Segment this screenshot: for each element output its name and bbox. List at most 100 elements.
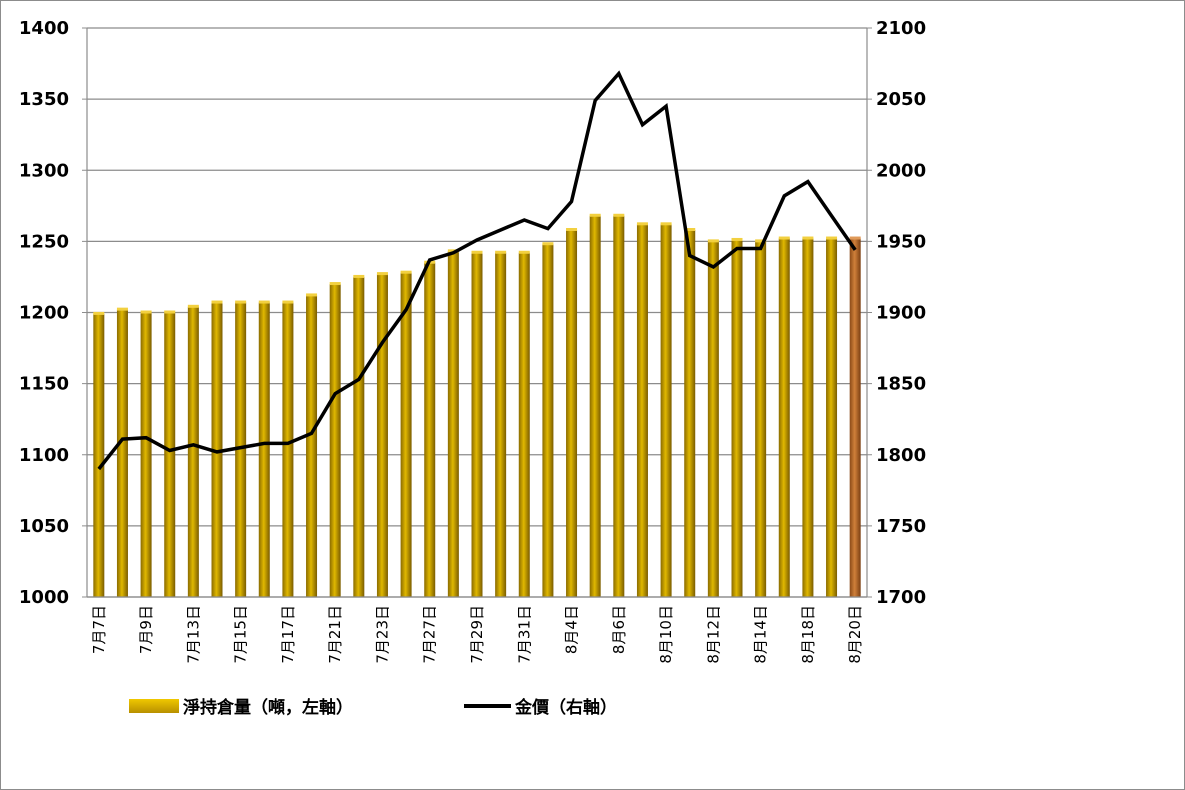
- x-tick-label-7月29日: 7月29日: [468, 605, 486, 664]
- bar-7月30日: [495, 252, 507, 597]
- bar-cap-7月16日: [258, 300, 270, 304]
- bar-8月14日: [755, 241, 767, 597]
- bar-7月9日: [140, 312, 152, 597]
- bar-cap-7月22日: [353, 274, 365, 278]
- y-right-tick-label-2000: 2000: [876, 160, 926, 181]
- bar-8月20日: [849, 238, 861, 597]
- x-tick-label-8月6日: 8月6日: [610, 605, 628, 654]
- axes: [82, 27, 872, 598]
- bar-7月7日: [93, 313, 105, 597]
- bar-cap-8月10日: [660, 222, 672, 226]
- bar-8月13日: [731, 239, 743, 597]
- bar-cap-7月20日: [306, 293, 318, 297]
- bar-7月8日: [116, 309, 128, 597]
- legend-swatch-bar: [129, 699, 179, 713]
- x-tick-label-8月4日: 8月4日: [563, 605, 581, 654]
- bar-7月10日: [164, 312, 176, 597]
- bar-cap-8月3日: [542, 242, 554, 246]
- x-tick-label-7月27日: 7月27日: [421, 605, 439, 664]
- y-right-tick-label-1900: 1900: [876, 303, 926, 324]
- bars-series-net-holdings: [93, 213, 861, 597]
- x-tick-label-7月9日: 7月9日: [137, 605, 155, 654]
- bar-8月12日: [707, 241, 719, 597]
- x-tick-label-8月12日: 8月12日: [704, 605, 722, 664]
- bar-cap-7月29日: [471, 250, 483, 254]
- bar-7月21日: [329, 284, 341, 597]
- bar-8月4日: [566, 229, 578, 597]
- x-tick-label-7月31日: 7月31日: [515, 605, 533, 664]
- bar-7月27日: [424, 262, 436, 597]
- bar-8月11日: [684, 229, 696, 597]
- y-left-tick-label-1000: 1000: [19, 587, 69, 608]
- y-left-tick-label-1050: 1050: [19, 516, 69, 537]
- bar-cap-7月8日: [116, 307, 128, 311]
- gold-price-line: [97, 70, 857, 471]
- bar-cap-7月10日: [164, 310, 176, 314]
- bar-cap-8月12日: [707, 239, 719, 243]
- bar-7月13日: [187, 306, 199, 597]
- bar-8月6日: [613, 215, 625, 597]
- y-right-tick-label-1950: 1950: [876, 231, 926, 252]
- y-left-tick-label-1300: 1300: [19, 160, 69, 181]
- x-tick-label-7月15日: 7月15日: [232, 605, 250, 664]
- y-left-tick-label-1350: 1350: [19, 89, 69, 110]
- bar-cap-7月15日: [235, 300, 247, 304]
- bar-cap-7月7日: [93, 311, 105, 315]
- bar-8月17日: [778, 238, 790, 597]
- bar-cap-7月31日: [518, 250, 530, 254]
- y-right-tick-label-1700: 1700: [876, 587, 926, 608]
- bar-cap-8月4日: [566, 227, 578, 231]
- line-series-gold-price: [97, 70, 857, 471]
- y-left-tick-label-1400: 1400: [19, 18, 69, 39]
- x-tick-label-7月21日: 7月21日: [326, 605, 344, 664]
- bar-8月10日: [660, 224, 672, 597]
- bar-cap-7月23日: [376, 272, 388, 276]
- y-axis-right-ticks: 1700 1750 1800 1850 1900 1950 2000 2050 2100: [876, 18, 926, 608]
- bar-7月15日: [235, 302, 247, 597]
- x-tick-label-8月14日: 8月14日: [752, 605, 770, 664]
- bar-7月29日: [471, 252, 483, 597]
- bar-cap-8月14日: [755, 239, 767, 243]
- bar-cap-8月18日: [802, 236, 814, 240]
- legend-label-bar: 淨持倉量（噸，左軸）: [183, 697, 353, 718]
- legend-label-line: 金價（右軸）: [514, 697, 617, 718]
- bar-cap-8月6日: [613, 213, 625, 217]
- bar-cap-7月9日: [140, 310, 152, 314]
- bar-7月23日: [376, 274, 388, 597]
- bar-cap-8月20日: [849, 236, 861, 240]
- bar-8月3日: [542, 244, 554, 597]
- bar-7月16日: [258, 302, 270, 597]
- bar-7月24日: [400, 272, 412, 597]
- y-left-tick-label-1200: 1200: [19, 303, 69, 324]
- bar-cap-8月13日: [731, 237, 743, 241]
- x-tick-label-7月23日: 7月23日: [373, 605, 391, 664]
- bar-cap-8月11日: [684, 227, 696, 231]
- bar-cap-7月24日: [400, 270, 412, 274]
- x-tick-label-7月7日: 7月7日: [90, 605, 108, 654]
- bar-8月19日: [826, 238, 838, 597]
- bar-8月5日: [589, 215, 601, 597]
- y-left-tick-label-1150: 1150: [19, 374, 69, 395]
- y-right-tick-label-1850: 1850: [876, 374, 926, 395]
- bar-8月18日: [802, 238, 814, 597]
- bar-cap-8月5日: [589, 213, 601, 217]
- x-axis-ticks: 7月7日 7月9日 7月13日 7月15日 7月17日 7月21日 7月23日 7月27日 7月…: [90, 605, 864, 664]
- x-tick-label-7月17日: 7月17日: [279, 605, 297, 664]
- y-right-tick-label-1750: 1750: [876, 516, 926, 537]
- legend: 淨持倉量（噸，左軸） 金價（右軸）: [129, 697, 617, 718]
- bar-7月28日: [447, 251, 459, 597]
- x-tick-label-8月10日: 8月10日: [657, 605, 675, 664]
- bar-7月31日: [518, 252, 530, 597]
- bar-cap-8月7日: [636, 222, 648, 226]
- y-right-tick-label-2050: 2050: [876, 89, 926, 110]
- bar-cap-7月30日: [495, 250, 507, 254]
- bar-7月14日: [211, 302, 223, 597]
- x-tick-label-8月20日: 8月20日: [846, 605, 864, 664]
- bar-cap-8月17日: [778, 236, 790, 240]
- bar-cap-8月19日: [826, 236, 838, 240]
- bar-7月22日: [353, 276, 365, 597]
- x-tick-label-8月18日: 8月18日: [799, 605, 817, 664]
- y-axis-left-ticks: 1000 1050 1100 1150 1200 1250 1300 1350 1400: [19, 18, 69, 608]
